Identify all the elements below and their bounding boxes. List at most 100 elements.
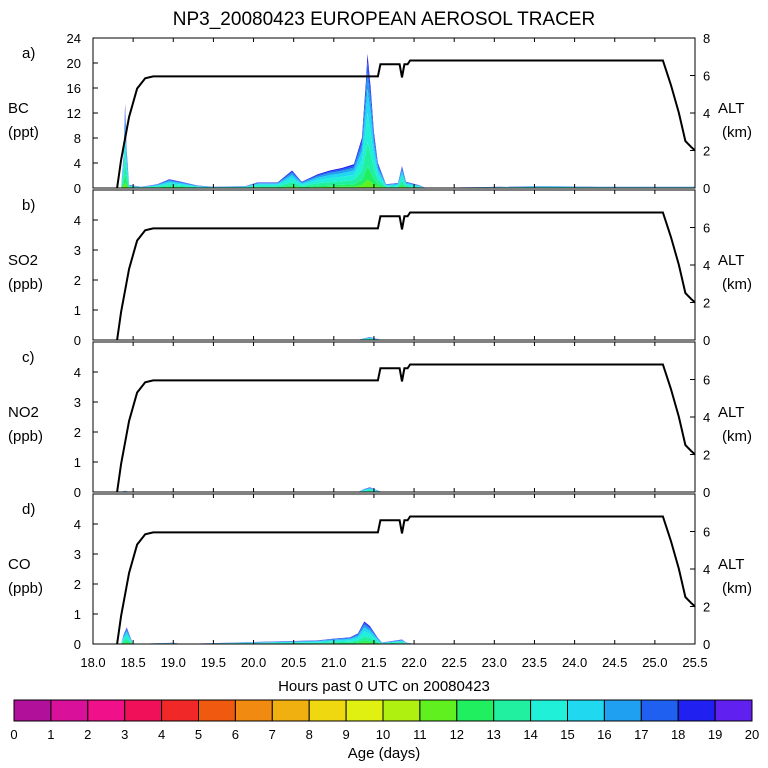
unit-label: (ppb)	[8, 428, 43, 445]
colorbar-swatch	[419, 699, 458, 722]
colorbar-swatch	[382, 699, 421, 722]
x-tick-label: 23.0	[482, 655, 507, 670]
concentration-band-age-18	[121, 622, 415, 644]
alt-tick-label: 4	[703, 258, 710, 273]
y-tick-label: 2	[74, 273, 81, 288]
colorbar-tick-label: 4	[158, 727, 165, 742]
colorbar-tick-label: 1	[47, 727, 54, 742]
alt-label: ALT	[718, 404, 744, 421]
colorbar-swatch	[567, 699, 605, 722]
colorbar-tick-label: 16	[597, 727, 611, 742]
alt-tick-label: 4	[703, 410, 710, 425]
colorbar-swatch	[124, 699, 163, 722]
y-tick-label: 1	[74, 455, 81, 470]
x-tick-label: 23.5	[522, 655, 547, 670]
y-tick-label: 2	[74, 577, 81, 592]
colorbar-tick-label: 15	[560, 727, 574, 742]
y-tick-label: 3	[74, 395, 81, 410]
colorbar-swatch	[161, 699, 200, 722]
species-label: SO2	[8, 252, 38, 269]
colorbar-swatch	[271, 699, 310, 722]
panel-label: c)	[22, 349, 35, 366]
unit-label: (ppb)	[8, 580, 43, 597]
alt-unit-label: (km)	[722, 580, 752, 597]
colorbar-tick-label: 8	[306, 727, 313, 742]
concentration-band-age-19	[121, 53, 696, 188]
colorbar-tick-label: 10	[376, 727, 390, 742]
alt-label: ALT	[718, 556, 744, 573]
y-tick-label: 2	[74, 425, 81, 440]
alt-tick-label: 4	[703, 106, 710, 121]
x-tick-label: 24.5	[602, 655, 627, 670]
concentration-band-age-18	[121, 487, 382, 492]
alt-tick-label: 4	[703, 562, 710, 577]
y-tick-label: 4	[74, 156, 81, 171]
concentration-band-age-19	[121, 487, 382, 492]
alt-label: ALT	[718, 100, 744, 117]
concentration-band-age-13	[121, 640, 415, 644]
species-label: BC	[8, 100, 29, 117]
x-tick-label: 25.5	[682, 655, 707, 670]
colorbar-tick-label: 2	[84, 727, 91, 742]
colorbar-tick-label: 12	[450, 727, 464, 742]
alt-unit-label: (km)	[722, 276, 752, 293]
x-axis-label: Hours past 0 UTC on 20080423	[278, 678, 490, 695]
colorbar-tick-label: 18	[671, 727, 685, 742]
alt-unit-label: (km)	[722, 124, 752, 141]
altitude-line	[116, 363, 696, 493]
colorbar-tick-label: 20	[745, 727, 759, 742]
colorbar-tick-label: 5	[195, 727, 202, 742]
alt-tick-label: 6	[703, 69, 710, 84]
y-tick-label: 3	[74, 547, 81, 562]
chart-title: NP3_20080423 EUROPEAN AEROSOL TRACER	[173, 9, 595, 30]
x-tick-label: 25.0	[642, 655, 667, 670]
y-tick-label: 4	[74, 517, 81, 532]
species-label: CO	[8, 556, 31, 573]
colorbar-tick-label: 7	[269, 727, 276, 742]
colorbar-swatch	[308, 699, 347, 722]
age-colorbar: 0 1 2 3 4 5 6 7 8 9 10 11 12 13 14 15 16 17 18 19 20	[10, 699, 759, 742]
altitude-line	[116, 515, 696, 645]
y-tick-label: 0	[74, 181, 81, 196]
colorbar-swatch	[530, 699, 568, 722]
colorbar-swatch	[677, 699, 716, 722]
altitude-line	[116, 211, 696, 341]
colorbar-swatch	[603, 699, 642, 722]
y-tick-label: 8	[74, 131, 81, 146]
panel-so2: 0 1 2 3 4 0 2 4 6 b) SO2 (ppb) ALT (km)	[8, 189, 752, 348]
y-tick-label: 4	[74, 213, 81, 228]
concentration-band-age-17	[121, 624, 415, 644]
alt-tick-label: 2	[703, 448, 710, 463]
alt-tick-label: 0	[703, 181, 710, 196]
concentration-band-age-14	[121, 142, 696, 188]
panel-label: a)	[22, 45, 35, 62]
concentration-band-age-18	[121, 61, 696, 189]
colorbar-swatch	[456, 699, 495, 722]
panel-co: 0 1 2 3 4 0 2 4 6 d) CO (ppb) ALT (km)	[8, 493, 752, 652]
x-tick-label: 19.5	[201, 655, 226, 670]
alt-tick-label: 8	[703, 31, 710, 46]
colorbar-tick-label: 13	[486, 727, 500, 742]
colorbar-tick-label: 17	[634, 727, 648, 742]
colorbar-swatch	[13, 699, 52, 722]
concentration-band-age-16	[121, 488, 382, 492]
concentration-band-age-16	[121, 627, 415, 644]
y-tick-label: 1	[74, 303, 81, 318]
concentration-band-age-19	[121, 621, 415, 644]
x-tick-label: 22.5	[442, 655, 467, 670]
concentration-band-age-14	[121, 636, 415, 644]
colorbar-tick-label: 19	[708, 727, 722, 742]
alt-tick-label: 2	[703, 144, 710, 159]
x-tick-label: 18.0	[80, 655, 105, 670]
alt-tick-label: 6	[703, 373, 710, 388]
x-tick-label: 24.0	[562, 655, 587, 670]
colorbar-tick-label: 6	[232, 727, 239, 742]
unit-label: (ppb)	[8, 276, 43, 293]
colorbar-swatch	[345, 699, 384, 722]
y-tick-label: 0	[74, 637, 81, 652]
panels-group: 0481216202402468a)BC(ppt)ALT(km)01234024…	[8, 31, 752, 652]
x-tick-label: 20.0	[241, 655, 266, 670]
colorbar-tick-label: 9	[342, 727, 349, 742]
alt-tick-label: 0	[703, 485, 710, 500]
